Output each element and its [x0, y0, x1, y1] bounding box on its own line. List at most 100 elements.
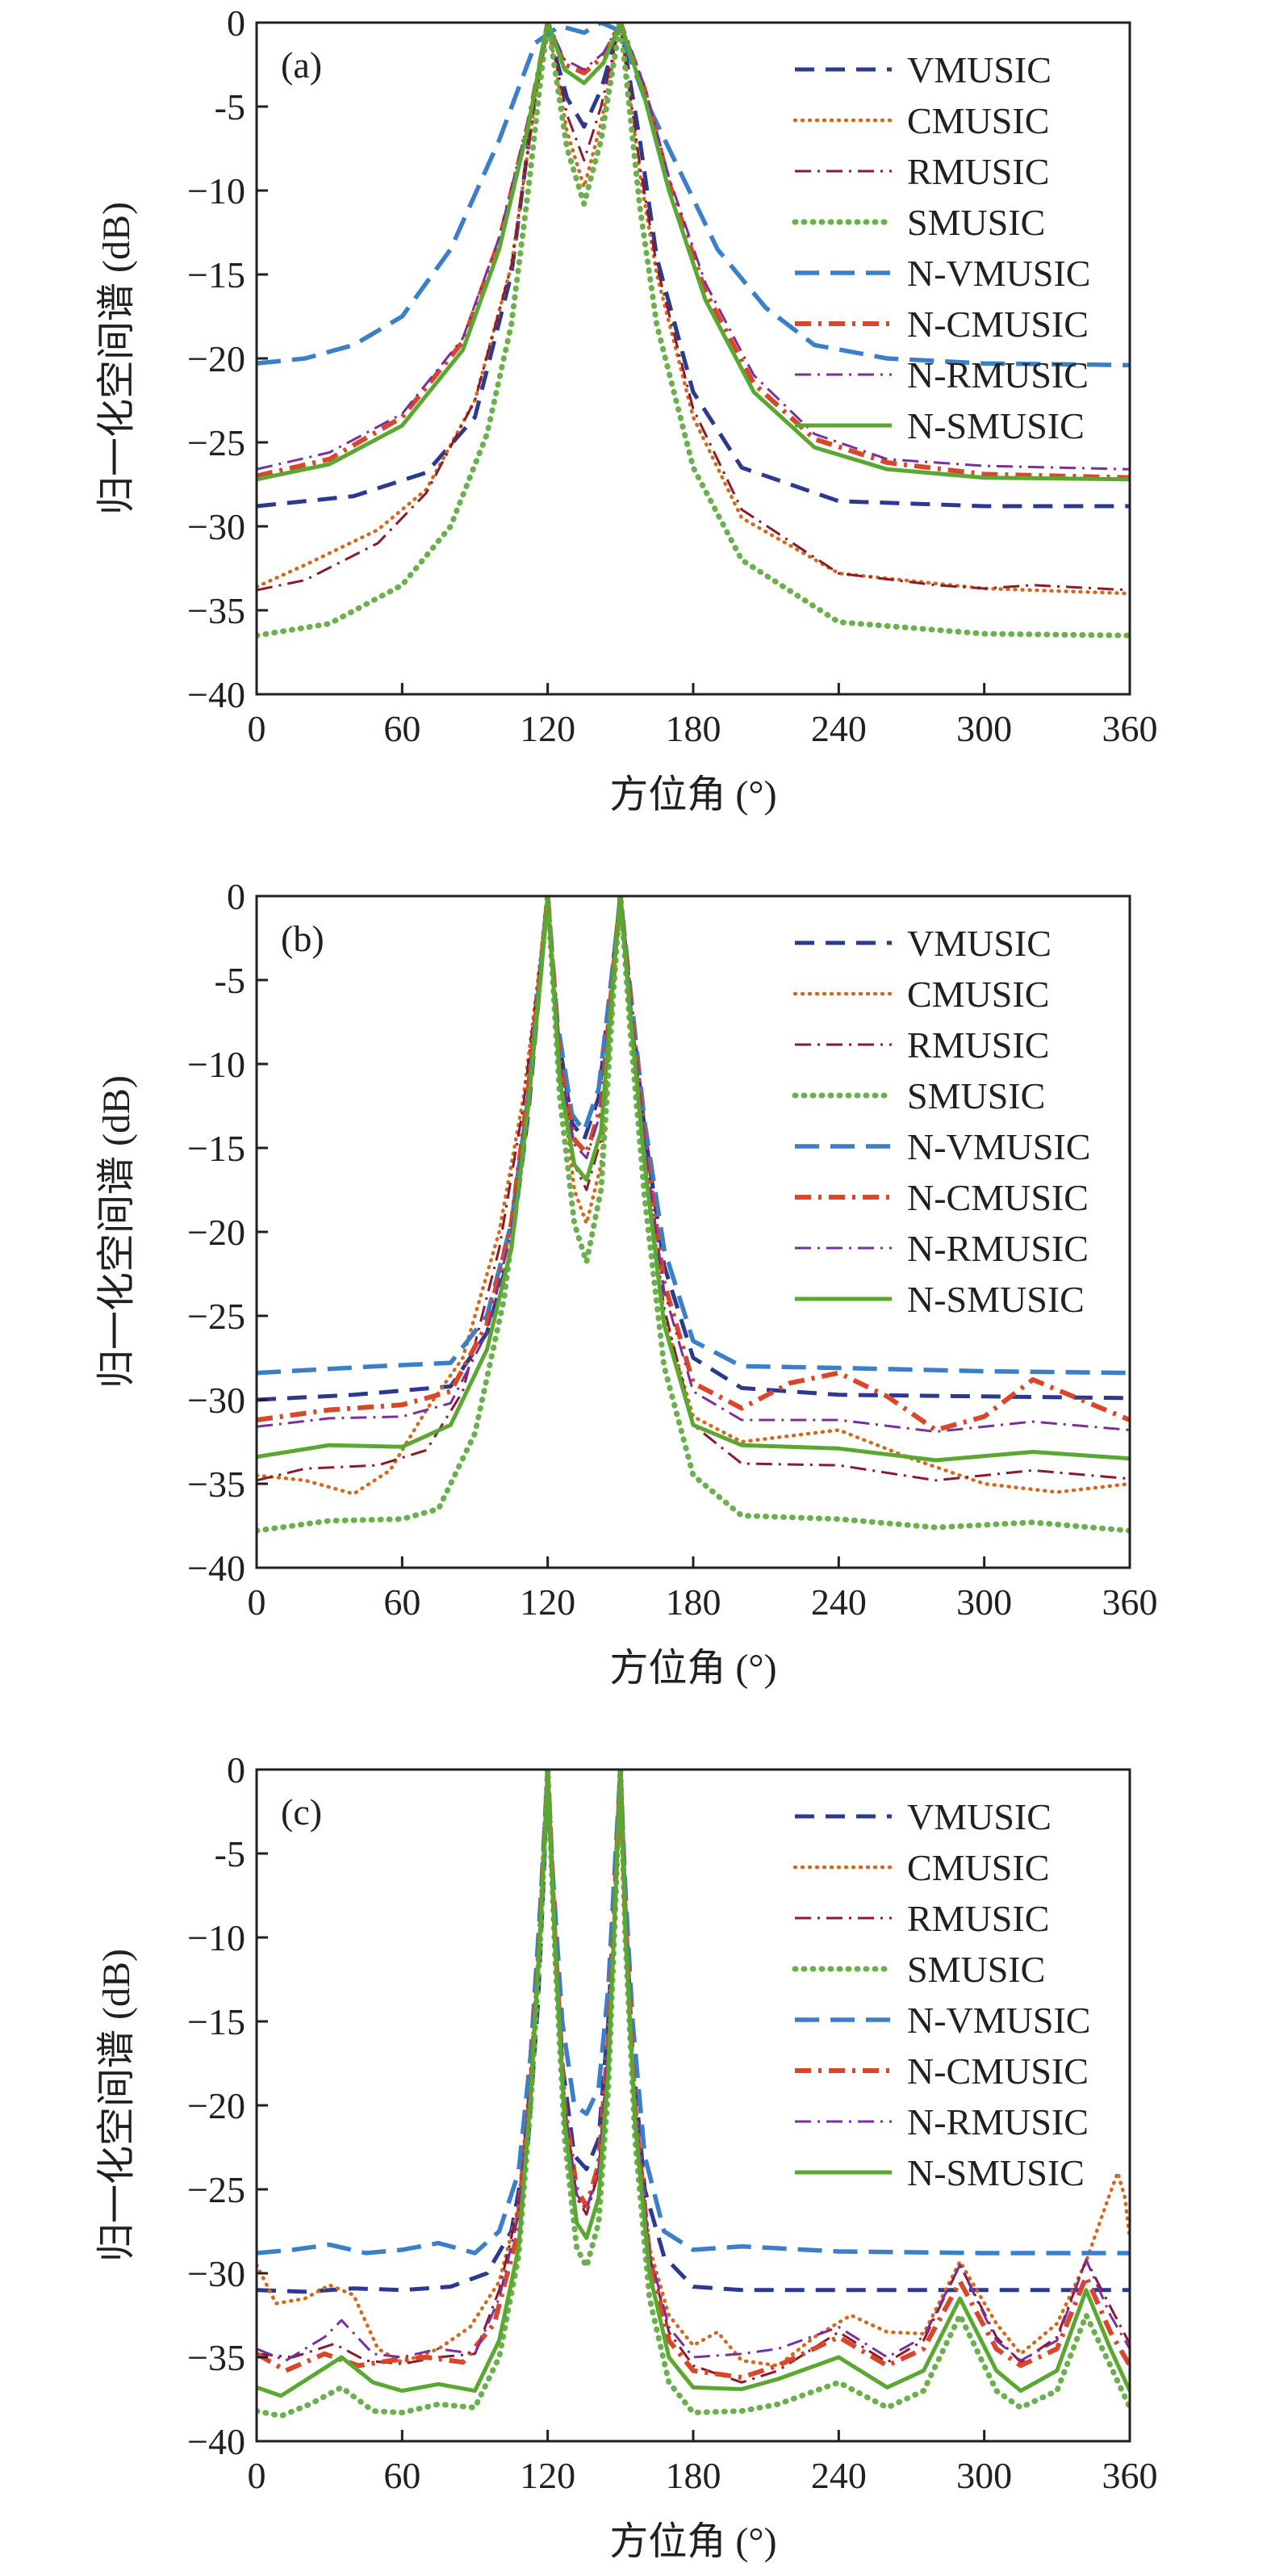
y-axis-label: 归一化空间谱 (dB)	[95, 1075, 138, 1389]
x-tick-label: 180	[666, 1581, 721, 1623]
y-tick-label: -5	[215, 1833, 245, 1874]
legend-label: N-CMUSIC	[907, 2050, 1089, 2092]
legend-label: CMUSIC	[907, 1847, 1049, 1888]
chart-panel-1: 0 60 120 180 240 300 360 0 -5 −10 −15 −20 −25 −30 −35 −…	[95, 2, 1158, 816]
legend-item: N-SMUSIC	[795, 2152, 1085, 2193]
y-tick-label: −15	[187, 254, 245, 295]
x-tick-label: 180	[666, 708, 721, 749]
series-line-rmusic	[257, 896, 1130, 1482]
legend-label: N-SMUSIC	[907, 2152, 1085, 2193]
legend-label: CMUSIC	[907, 974, 1049, 1015]
legend-label: RMUSIC	[907, 151, 1049, 192]
series-line-n-rmusic	[257, 1770, 1130, 2362]
legend: VMUSIC CMUSIC RMUSIC SMUSIC N-VMUSIC N-CMUSIC…	[792, 49, 1090, 446]
legend-item: N-CMUSIC	[795, 304, 1089, 345]
y-tick-label: −35	[187, 2337, 245, 2378]
legend-item: SMUSIC	[792, 1075, 1045, 1116]
series-line-smusic	[257, 23, 1130, 639]
legend-item: N-RMUSIC	[795, 1228, 1089, 1269]
legend-item: VMUSIC	[795, 49, 1052, 90]
legend-item: SMUSIC	[792, 202, 1045, 243]
legend-item: SMUSIC	[792, 1949, 1045, 1990]
y-tick-label: −25	[187, 2169, 245, 2210]
y-axis-label: 归一化空间谱 (dB)	[95, 202, 138, 515]
y-tick-label: −20	[187, 1212, 245, 1253]
y-tick-label: −30	[187, 1380, 245, 1421]
legend-item: CMUSIC	[792, 1847, 1049, 1888]
panel-label: (b)	[281, 918, 324, 959]
legend-label: SMUSIC	[907, 1075, 1045, 1116]
panel-label: (a)	[281, 44, 322, 86]
y-tick-label: −30	[187, 2253, 245, 2294]
legend-label: RMUSIC	[907, 1024, 1049, 1066]
series-line-n-vmusic	[257, 1770, 1130, 2256]
x-tick-label: 240	[811, 1581, 867, 1623]
series-line-n-rmusic	[257, 896, 1130, 1433]
legend: VMUSIC CMUSIC RMUSIC SMUSIC N-VMUSIC N-CMUSIC…	[792, 923, 1090, 1320]
y-tick-label: −25	[187, 1296, 245, 1337]
x-axis-label: 方位角 (°)	[609, 773, 776, 816]
series-line-n-vmusic	[257, 23, 1130, 368]
x-tick-label: 0	[248, 1581, 266, 1623]
legend-item: CMUSIC	[792, 974, 1049, 1015]
series-line-smusic	[257, 896, 1130, 1534]
legend-label: VMUSIC	[907, 49, 1052, 90]
y-tick-label: 0	[227, 1749, 245, 1791]
y-tick-label: −40	[187, 2421, 245, 2462]
legend-item: N-VMUSIC	[795, 253, 1090, 294]
legend-label: N-SMUSIC	[907, 1279, 1085, 1320]
legend-label: N-RMUSIC	[907, 354, 1089, 396]
x-tick-label: 300	[956, 708, 1012, 749]
legend-label: N-RMUSIC	[907, 2101, 1089, 2142]
legend-label: CMUSIC	[907, 100, 1049, 141]
x-axis-label: 方位角 (°)	[609, 1647, 776, 1690]
y-tick-label: -5	[215, 86, 245, 128]
series-line-rmusic	[257, 23, 1130, 592]
x-tick-label: 180	[666, 2455, 721, 2496]
legend-label: SMUSIC	[907, 1949, 1045, 1990]
legend-label: N-SMUSIC	[907, 405, 1085, 446]
legend-item: VMUSIC	[795, 923, 1052, 964]
x-tick-label: 240	[811, 708, 867, 749]
series-line-vmusic	[257, 23, 1130, 509]
y-tick-label: −15	[187, 2001, 245, 2042]
y-tick-label: 0	[227, 2, 245, 44]
x-tick-label: 360	[1102, 1581, 1158, 1623]
legend-label: N-CMUSIC	[907, 304, 1089, 345]
legend-label: N-VMUSIC	[907, 1126, 1090, 1167]
legend-item: CMUSIC	[792, 100, 1049, 141]
legend-item: N-SMUSIC	[795, 1279, 1085, 1320]
legend-item: N-RMUSIC	[795, 2101, 1089, 2142]
y-tick-label: −30	[187, 506, 245, 547]
legend-item: N-VMUSIC	[795, 2000, 1090, 2041]
y-tick-label: −40	[187, 1548, 245, 1589]
series-line-vmusic	[257, 896, 1130, 1402]
x-tick-label: 120	[520, 708, 575, 749]
legend-label: N-RMUSIC	[907, 1228, 1089, 1269]
y-tick-label: −10	[187, 170, 245, 212]
legend-label: SMUSIC	[907, 202, 1045, 243]
y-tick-label: −10	[187, 1044, 245, 1085]
series-line-n-smusic	[257, 896, 1130, 1463]
x-tick-label: 0	[248, 2455, 266, 2496]
series-line-cmusic	[257, 23, 1130, 596]
legend-item: N-CMUSIC	[795, 2050, 1089, 2092]
legend: VMUSIC CMUSIC RMUSIC SMUSIC N-VMUSIC N-CMUSIC…	[792, 1796, 1090, 2193]
panel-label: (c)	[281, 1791, 322, 1833]
x-tick-label: 120	[520, 2455, 575, 2496]
legend-item: RMUSIC	[795, 151, 1049, 192]
legend-item: N-CMUSIC	[795, 1177, 1089, 1218]
y-tick-label: 0	[227, 876, 245, 917]
x-tick-label: 60	[383, 2455, 420, 2496]
y-tick-label: −10	[187, 1917, 245, 1958]
y-tick-label: −25	[187, 422, 245, 463]
legend-label: RMUSIC	[907, 1898, 1049, 1939]
x-tick-label: 300	[956, 1581, 1012, 1623]
x-axis-label: 方位角 (°)	[609, 2520, 776, 2563]
y-tick-label: −35	[187, 590, 245, 631]
x-tick-label: 300	[956, 2455, 1012, 2496]
x-tick-label: 60	[383, 1581, 420, 1623]
x-tick-label: 240	[811, 2455, 867, 2496]
y-tick-label: −40	[187, 674, 245, 715]
legend-item: N-SMUSIC	[795, 405, 1085, 446]
